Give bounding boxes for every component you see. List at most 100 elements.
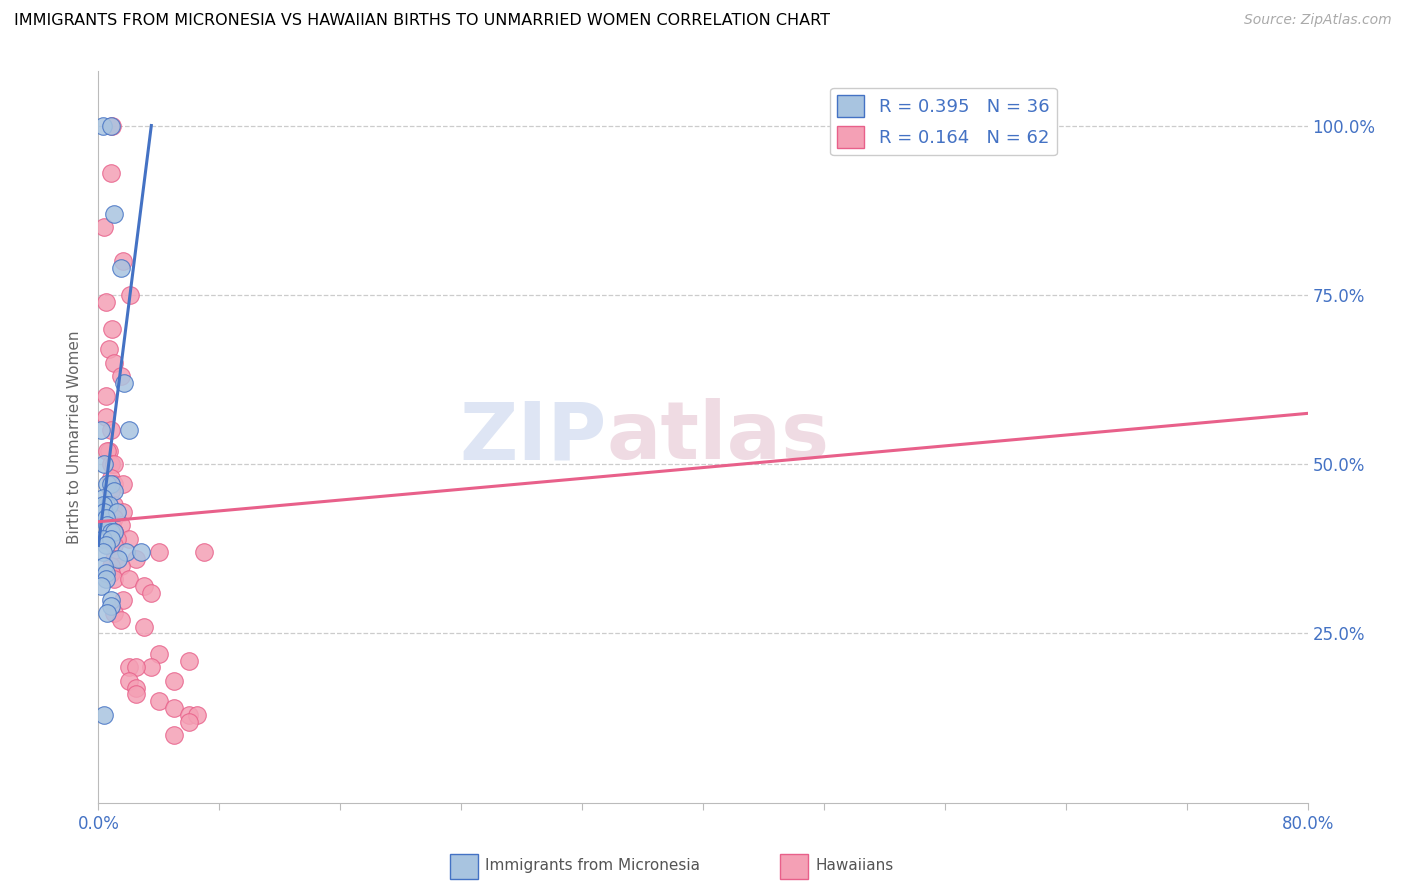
Point (179, 654, 201, 668)
Point (94, 572, 117, 586)
Point (110, 518, 132, 533)
Point (90, 579, 112, 593)
Point (103, 355, 125, 369)
Point (179, 707, 201, 722)
Point (163, 728, 186, 742)
Point (94, 294, 117, 309)
Point (96, 477, 118, 491)
Point (107, 552, 129, 566)
Point (98, 498, 121, 512)
Point (103, 524, 125, 539)
Text: Source: ZipAtlas.com: Source: ZipAtlas.com (1244, 13, 1392, 28)
Point (103, 498, 125, 512)
Point (125, 660, 148, 674)
Point (110, 260, 132, 275)
Point (186, 707, 208, 722)
Point (129, 545, 152, 559)
Point (163, 673, 186, 688)
Point (96, 518, 118, 533)
Point (91, 545, 114, 559)
Point (103, 538, 125, 552)
Point (93, 457, 115, 471)
Point (141, 586, 163, 600)
Point (93, 505, 115, 519)
Point (91, 119, 114, 133)
Point (120, 288, 142, 302)
Text: atlas: atlas (606, 398, 830, 476)
Text: ZIP: ZIP (458, 398, 606, 476)
Point (100, 471, 122, 485)
Point (103, 484, 125, 499)
Point (111, 254, 134, 268)
Point (96, 606, 118, 620)
Point (111, 592, 134, 607)
Point (163, 701, 186, 715)
Point (96, 443, 118, 458)
Point (118, 572, 141, 586)
Point (101, 322, 124, 336)
Point (100, 477, 122, 491)
Point (118, 673, 141, 688)
Point (101, 119, 124, 133)
Point (94, 538, 117, 552)
Point (179, 714, 201, 729)
Point (101, 518, 124, 533)
Point (103, 477, 125, 491)
Point (100, 558, 122, 573)
Point (118, 532, 141, 546)
Point (148, 694, 170, 708)
Point (125, 681, 148, 695)
Point (103, 511, 125, 525)
Point (110, 613, 132, 627)
Point (93, 558, 115, 573)
Point (91, 491, 114, 505)
Point (98, 443, 121, 458)
Point (91, 532, 114, 546)
Point (105, 532, 128, 546)
Point (100, 484, 122, 499)
Point (193, 545, 215, 559)
Point (103, 572, 125, 586)
Y-axis label: Births to Unmarried Women: Births to Unmarried Women (67, 330, 83, 544)
Point (103, 524, 125, 539)
Point (114, 545, 136, 559)
Point (110, 369, 132, 384)
Point (100, 423, 122, 437)
Point (93, 220, 115, 235)
Point (103, 606, 125, 620)
Point (103, 524, 125, 539)
Point (94, 389, 117, 403)
Point (100, 524, 122, 539)
Text: Hawaiians: Hawaiians (815, 858, 894, 872)
Point (111, 477, 134, 491)
Point (103, 552, 125, 566)
Point (132, 620, 155, 634)
Point (94, 409, 117, 424)
Point (91, 498, 114, 512)
Point (111, 505, 134, 519)
Text: Immigrants from Micronesia: Immigrants from Micronesia (485, 858, 700, 872)
Point (100, 166, 122, 180)
Point (100, 457, 122, 471)
Point (103, 524, 125, 539)
Point (118, 660, 141, 674)
Point (93, 707, 115, 722)
Point (100, 592, 122, 607)
Point (125, 688, 148, 702)
Point (100, 119, 122, 133)
Point (148, 545, 170, 559)
Point (94, 511, 117, 525)
Point (90, 423, 112, 437)
Point (103, 206, 125, 220)
Point (118, 423, 141, 437)
Legend: R = 0.395   N = 36, R = 0.164   N = 62: R = 0.395 N = 36, R = 0.164 N = 62 (830, 87, 1057, 155)
Point (98, 342, 121, 356)
Point (100, 532, 122, 546)
Point (100, 566, 122, 580)
Point (105, 505, 128, 519)
Point (100, 599, 122, 614)
Point (141, 660, 163, 674)
Point (110, 558, 132, 573)
Point (125, 552, 148, 566)
Text: IMMIGRANTS FROM MICRONESIA VS HAWAIIAN BIRTHS TO UNMARRIED WOMEN CORRELATION CHA: IMMIGRANTS FROM MICRONESIA VS HAWAIIAN B… (14, 13, 830, 29)
